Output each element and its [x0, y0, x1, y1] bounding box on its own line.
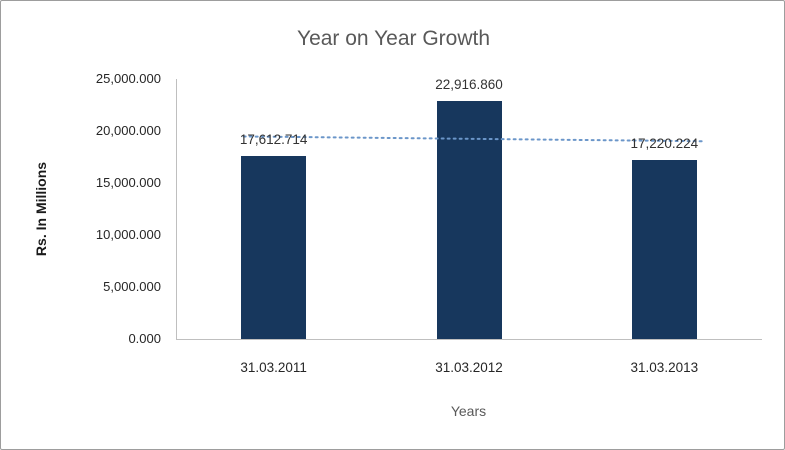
data-label: 22,916.860	[435, 76, 503, 92]
chart-title: Year on Year Growth	[296, 27, 491, 50]
bar-31.03.2012	[436, 100, 502, 339]
data-label: 17,220.224	[630, 135, 699, 151]
x-category-label: 31.03.2012	[435, 360, 503, 375]
x-category-label: 31.03.2013	[630, 360, 699, 375]
x-axis-title: Years	[450, 403, 487, 419]
y-tick-label: 0.000	[128, 331, 161, 346]
y-tick-label: 20,000.000	[95, 123, 161, 138]
y-tick-label: 15,000.000	[95, 175, 161, 190]
data-label: 17,612.714	[239, 131, 308, 147]
y-tick-label: 5,000.000	[103, 279, 161, 294]
y-tick-label: 25,000.000	[95, 71, 161, 86]
bar-31.03.2013	[631, 159, 697, 339]
y-axis-title: Rs. In Millions	[33, 161, 49, 257]
y-tick-label: 10,000.000	[95, 227, 161, 242]
x-category-label: 31.03.2011	[240, 360, 307, 375]
x-axis-line	[176, 339, 762, 340]
y-axis-line	[176, 79, 177, 340]
bar-31.03.2011	[241, 155, 307, 339]
